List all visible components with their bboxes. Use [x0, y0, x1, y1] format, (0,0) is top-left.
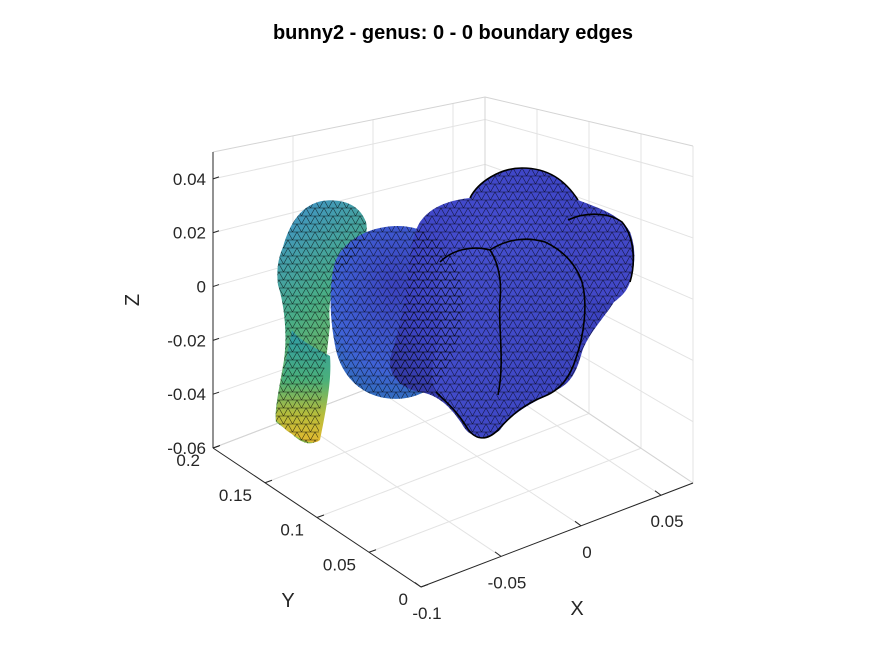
z-axis-ticks: -0.06 -0.04 -0.02 0 0.02 0.04 — [167, 170, 220, 458]
z-axis-label: Z — [122, 294, 144, 306]
z-tick-label: 0.02 — [173, 224, 206, 243]
z-grid-line — [484, 118, 694, 178]
x-tick-label: -0.1 — [412, 604, 441, 623]
y-tick-mark — [264, 479, 273, 484]
y-tick-mark — [316, 514, 325, 518]
y-grid-line — [368, 447, 642, 553]
z-tick-label: 0 — [197, 278, 206, 297]
y-axis-ticks: 0 0.05 0.1 0.15 0.2 — [176, 445, 429, 609]
axis-box-edge — [212, 96, 486, 153]
y-tick-mark — [420, 584, 429, 588]
y-tick-mark — [368, 549, 377, 553]
z-tick-mark — [212, 391, 220, 395]
z-tick-mark — [212, 176, 220, 180]
x-tick-label: 0.05 — [650, 512, 683, 531]
y-tick-label: 0 — [399, 590, 408, 609]
x-tick-mark — [654, 490, 662, 496]
z-grid-line — [212, 118, 486, 180]
y-tick-mark — [212, 445, 221, 449]
z-tick-label: -0.02 — [167, 331, 206, 350]
x-tick-label: 0 — [582, 543, 591, 562]
x-tick-label: -0.05 — [488, 573, 527, 592]
y-tick-label: 0.15 — [219, 486, 252, 505]
y-tick-label: 0.1 — [280, 521, 304, 540]
chart-title: bunny2 - genus: 0 - 0 boundary edges — [273, 22, 633, 44]
y-tick-label: 0.05 — [323, 555, 356, 574]
z-tick-label: -0.06 — [167, 439, 206, 458]
z-tick-label: 0.04 — [173, 170, 206, 189]
z-tick-label: -0.04 — [167, 385, 206, 404]
x-axis-line — [420, 482, 694, 588]
bunny-mesh-surface — [275, 167, 635, 444]
z-grid-line — [212, 163, 486, 234]
y-tick-label: 0.2 — [176, 451, 200, 470]
x-tick-mark — [494, 551, 502, 557]
x-tick-mark — [574, 520, 582, 527]
z-tick-mark — [212, 230, 220, 234]
bunny-mesh-edges — [275, 168, 635, 444]
bunny-outline — [435, 167, 635, 439]
x-axis-ticks: -0.1 -0.05 0 0.05 — [412, 490, 684, 623]
x-tick-mark — [414, 582, 422, 588]
y-axis-label: Y — [281, 590, 294, 612]
x-axis-label: X — [570, 598, 583, 620]
y-grid-line — [316, 413, 590, 518]
axis-box-edge — [484, 96, 694, 147]
z-tick-mark — [212, 337, 220, 341]
z-tick-mark — [212, 284, 220, 288]
